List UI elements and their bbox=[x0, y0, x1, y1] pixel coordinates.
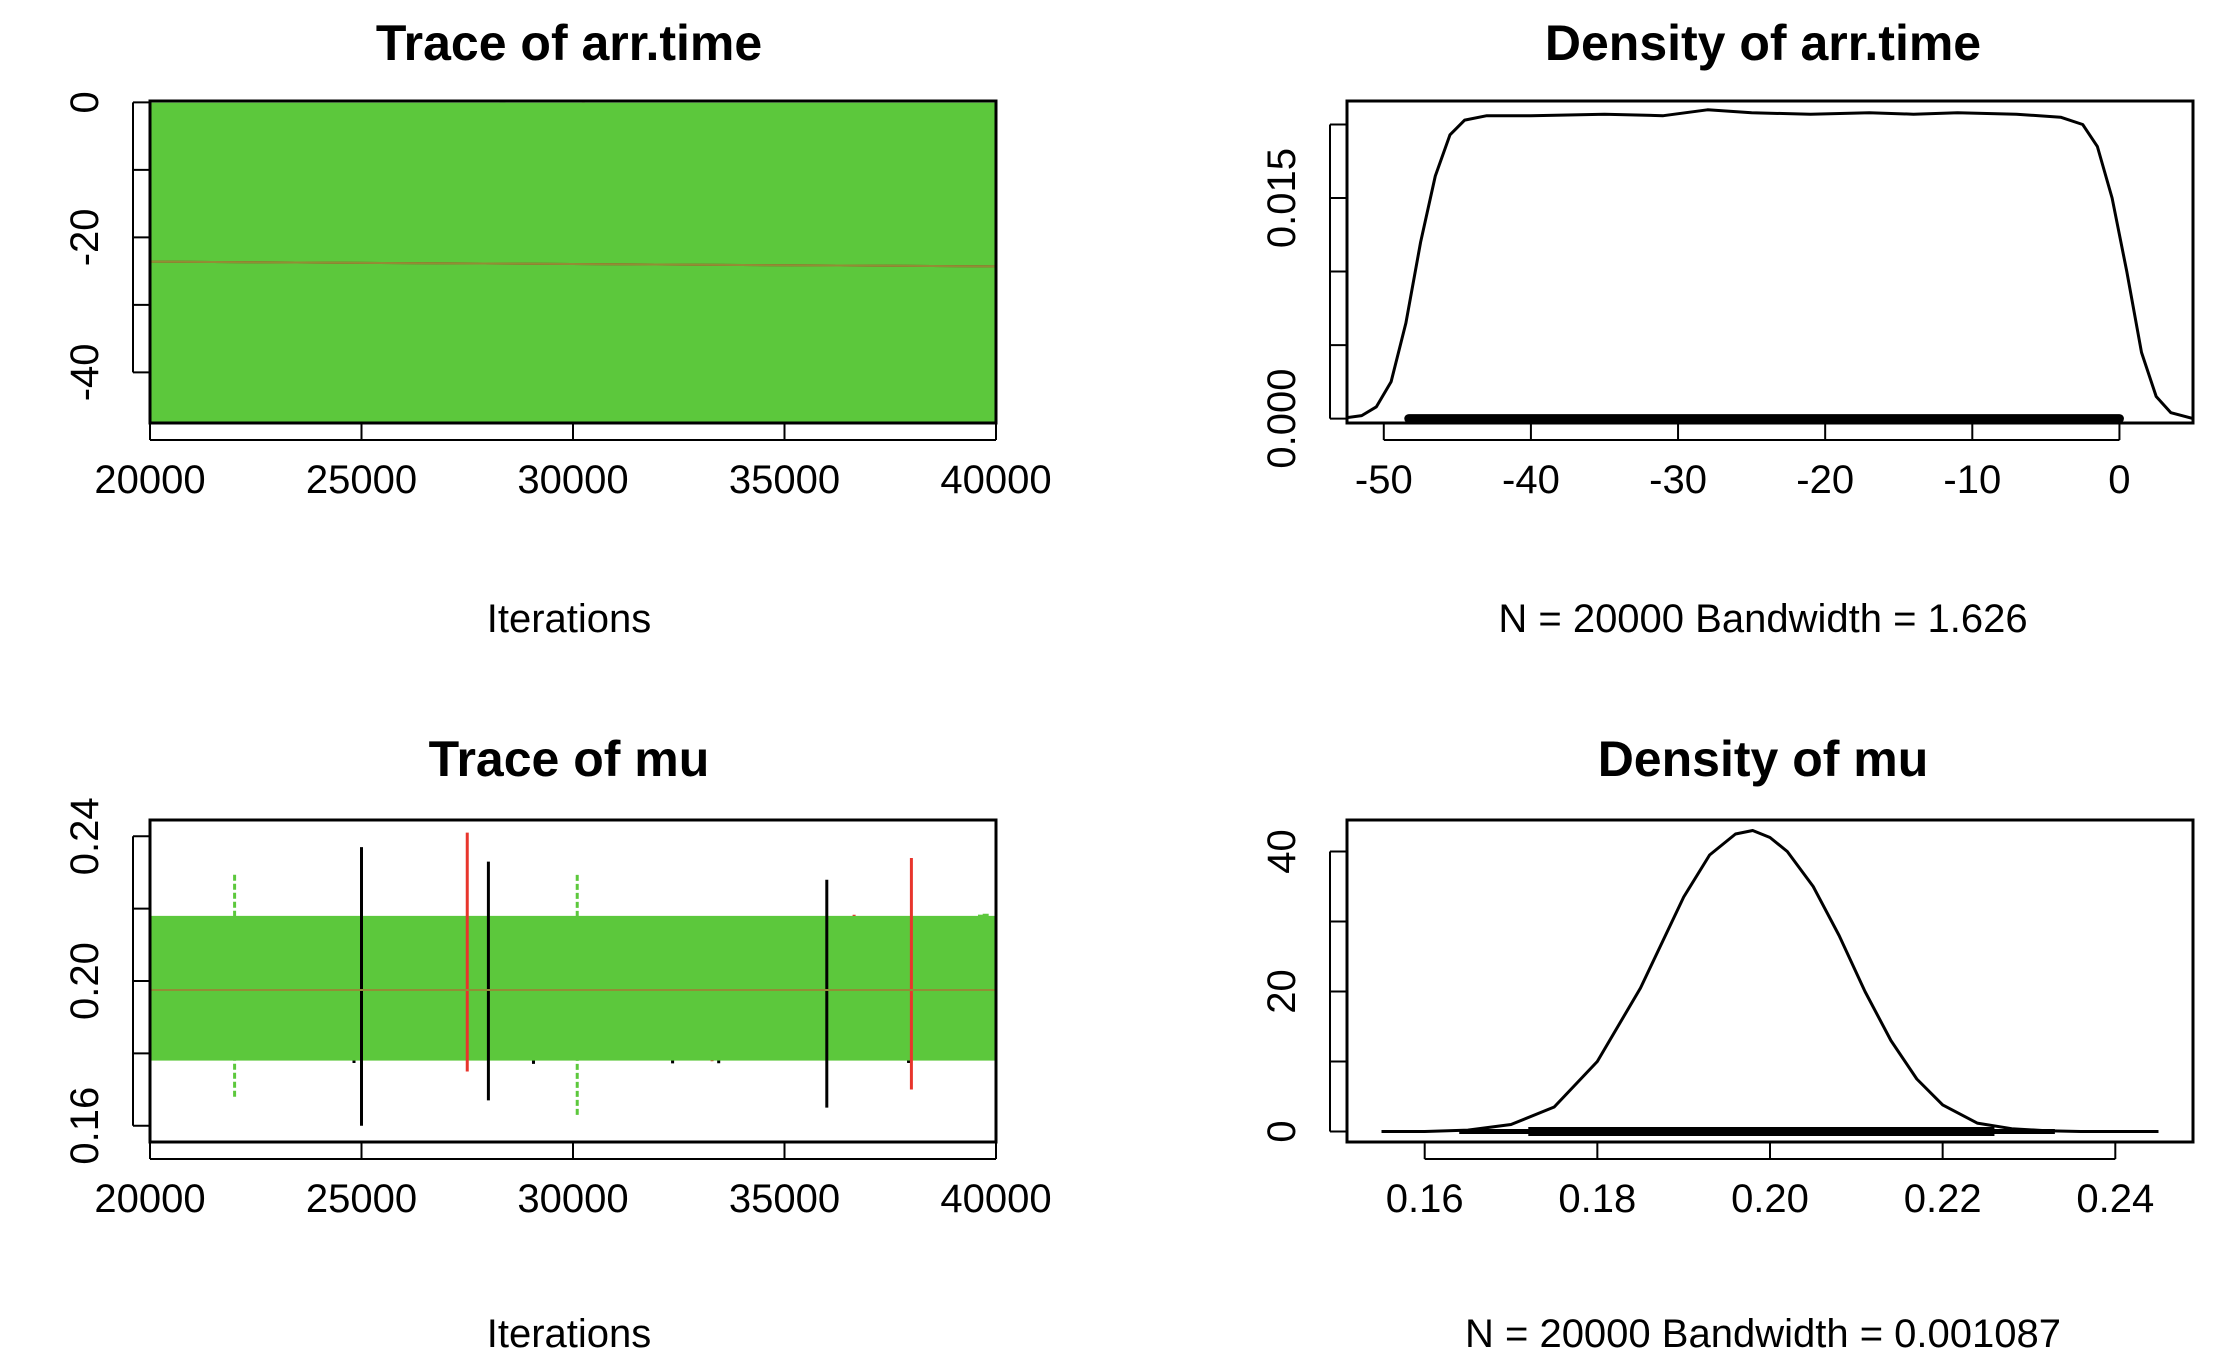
x-tick-label: -10 bbox=[1943, 458, 2001, 502]
axes: -50 -40 -30 -20 -10 0 0.000 0.015 bbox=[1260, 123, 2131, 502]
plot-frame bbox=[148, 99, 998, 425]
y-tick-label: 0.24 bbox=[63, 797, 107, 875]
chart-title: Density of mu bbox=[1598, 731, 1929, 787]
y-tick-label: 20 bbox=[1260, 969, 1304, 1014]
x-axis-label: N = 20000 Bandwidth = 1.626 bbox=[1498, 597, 2027, 641]
plot-area bbox=[1381, 829, 2159, 1136]
x-tick-label: 0.20 bbox=[1731, 1177, 1809, 1221]
y-tick-label: -40 bbox=[63, 343, 107, 401]
x-tick-label: 35000 bbox=[729, 1177, 840, 1221]
y-tick-label: 0.000 bbox=[1260, 369, 1304, 469]
density-curve bbox=[1381, 829, 2159, 1133]
plot-area bbox=[150, 102, 996, 423]
x-tick-label: -30 bbox=[1649, 458, 1707, 502]
x-axis-label: N = 20000 Bandwidth = 0.001087 bbox=[1465, 1312, 2061, 1356]
x-tick-label: 20000 bbox=[94, 1177, 205, 1221]
x-tick-label: 30000 bbox=[517, 458, 628, 502]
plot-area bbox=[150, 832, 996, 1126]
x-tick-label: 0 bbox=[2108, 458, 2130, 502]
chart-title: Trace of mu bbox=[429, 731, 710, 787]
overplot-band bbox=[150, 915, 996, 1061]
x-tick-label: 20000 bbox=[94, 458, 205, 502]
x-tick-label: 0.16 bbox=[1386, 1177, 1464, 1221]
y-tick-label: 0 bbox=[1260, 1120, 1304, 1142]
x-axis-label: Iterations bbox=[487, 597, 652, 641]
x-tick-label: 0.24 bbox=[2076, 1177, 2154, 1221]
x-tick-label: 35000 bbox=[729, 458, 840, 502]
y-tick-label: 0.20 bbox=[63, 942, 107, 1020]
x-tick-label: 0.18 bbox=[1558, 1177, 1636, 1221]
x-tick-label: 25000 bbox=[306, 458, 417, 502]
x-tick-label: -50 bbox=[1355, 458, 1413, 502]
density-arr-time-panel: Density of arr.time N = 20000 Bandwidth … bbox=[1260, 15, 2195, 641]
axes: 20000 25000 30000 35000 40000 0 -20 -40 bbox=[63, 91, 1052, 502]
running-mean-line bbox=[150, 260, 996, 268]
x-tick-label: 25000 bbox=[306, 1177, 417, 1221]
x-tick-label: 0.22 bbox=[1904, 1177, 1982, 1221]
y-tick-label: -20 bbox=[63, 208, 107, 266]
x-tick-label: 40000 bbox=[940, 458, 1051, 502]
x-axis-label: Iterations bbox=[487, 1312, 652, 1356]
chart-title: Density of arr.time bbox=[1545, 15, 1981, 71]
y-tick-label: 0 bbox=[63, 91, 107, 113]
density-curve bbox=[1347, 108, 2193, 421]
plot-frame bbox=[148, 818, 998, 1144]
x-tick-label: -20 bbox=[1796, 458, 1854, 502]
trace-arr-time-panel: Trace of arr.time Iterations 20000 25000 3… bbox=[63, 15, 1052, 641]
x-tick-label: -40 bbox=[1502, 458, 1560, 502]
x-tick-label: 40000 bbox=[940, 1177, 1051, 1221]
y-tick-label: 0.16 bbox=[63, 1087, 107, 1165]
plot-frame bbox=[1345, 818, 2195, 1144]
plot-area bbox=[1347, 108, 2193, 423]
x-tick-label: 30000 bbox=[517, 1177, 628, 1221]
axes: 20000 25000 30000 35000 40000 0.16 0.20 0.24 bbox=[63, 797, 1052, 1221]
trace-mu-panel: Trace of mu Iterations 20000 25000 30000 35… bbox=[63, 731, 1052, 1356]
y-tick-label: 40 bbox=[1260, 829, 1304, 874]
y-tick-label: 0.015 bbox=[1260, 148, 1304, 248]
plot-frame bbox=[1345, 99, 2195, 425]
density-mu-panel: Density of mu N = 20000 Bandwidth = 0.00… bbox=[1260, 731, 2195, 1356]
axes: 0.16 0.18 0.20 0.22 0.24 0 20 40 bbox=[1260, 829, 2154, 1221]
chart-title: Trace of arr.time bbox=[376, 15, 762, 71]
